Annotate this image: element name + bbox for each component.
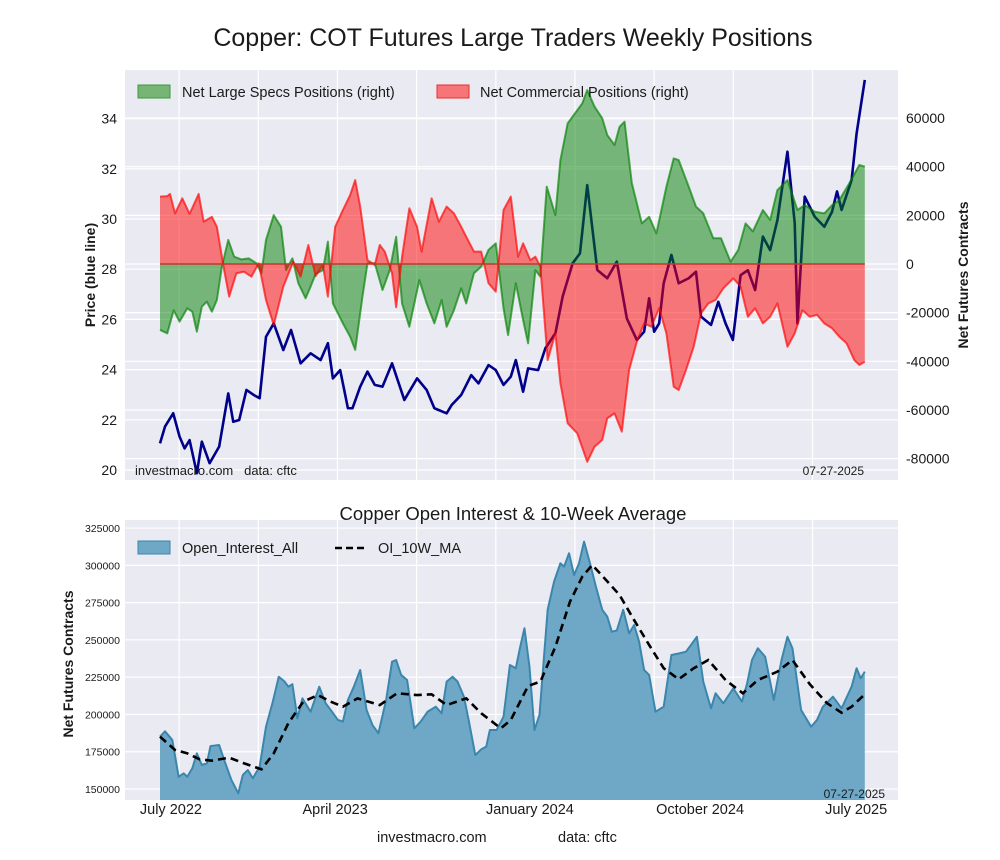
open-interest-line bbox=[159, 540, 866, 795]
y-tick-label: 250000 bbox=[85, 635, 120, 647]
open-interest-area bbox=[160, 541, 865, 800]
legend-swatch-specs bbox=[137, 84, 171, 99]
y-tick-label: 150000 bbox=[85, 784, 120, 796]
right-tick-label: -20000 bbox=[906, 305, 950, 321]
bottom-date-label: 07-27-2025 bbox=[824, 787, 886, 801]
footer-site: investmacro.com bbox=[377, 830, 487, 846]
left-tick-label: 28 bbox=[101, 261, 117, 277]
net-commercial-area bbox=[160, 180, 865, 462]
legend-swatch-oi bbox=[137, 540, 171, 555]
legend-label-oi: Open_Interest_All bbox=[182, 541, 298, 557]
legend-label-commercial: Net Commercial Positions (right) bbox=[480, 85, 689, 101]
right-tick-label: 20000 bbox=[906, 207, 945, 223]
footer-source: data: cftc bbox=[558, 830, 617, 846]
top-right-axis-label: Net Futures Contracts bbox=[955, 201, 971, 348]
y-tick-label: 325000 bbox=[85, 523, 120, 535]
main-title: Copper: COT Futures Large Traders Weekly… bbox=[213, 24, 812, 52]
left-tick-label: 20 bbox=[101, 462, 117, 478]
right-tick-label: 0 bbox=[906, 256, 914, 272]
left-tick-label: 34 bbox=[101, 111, 117, 127]
open-interest-plot: 150000 175000 200000 225000 250000 275000 3000… bbox=[85, 520, 898, 818]
right-tick-label: -60000 bbox=[906, 402, 950, 418]
left-tick-label: 30 bbox=[101, 211, 117, 227]
positions-plot: 20 22 24 26 28 30 32 34 -80000 -60000 -40000 -20000… bbox=[101, 70, 950, 480]
oi-chart-title: Copper Open Interest & 10-Week Average bbox=[340, 503, 687, 524]
left-tick-label: 24 bbox=[101, 362, 117, 378]
top-watermark: investmacro.com data: cftc bbox=[135, 463, 297, 478]
y-tick-label: 300000 bbox=[85, 560, 120, 572]
x-tick-label: January 2024 bbox=[486, 802, 574, 818]
top-left-axis-label: Price (blue line) bbox=[82, 223, 98, 327]
bottom-axis-label: Net Futures Contracts bbox=[60, 590, 76, 737]
y-tick-label: 225000 bbox=[85, 672, 120, 684]
left-tick-label: 26 bbox=[101, 311, 117, 327]
top-date-label: 07-27-2025 bbox=[803, 464, 865, 478]
right-tick-label: 60000 bbox=[906, 110, 945, 126]
left-tick-label: 32 bbox=[101, 161, 117, 177]
y-tick-label: 175000 bbox=[85, 747, 120, 759]
net-specs-area bbox=[160, 90, 865, 350]
net-commercial-line bbox=[159, 179, 866, 463]
right-tick-label: 40000 bbox=[906, 159, 945, 175]
x-tick-label: April 2023 bbox=[303, 802, 368, 818]
y-tick-label: 200000 bbox=[85, 709, 120, 721]
right-tick-label: -80000 bbox=[906, 451, 950, 467]
right-tick-label: -40000 bbox=[906, 353, 950, 369]
oi-10w-ma-line bbox=[159, 563, 866, 771]
x-tick-label: July 2025 bbox=[825, 802, 887, 818]
y-tick-label: 275000 bbox=[85, 598, 120, 610]
legend-label-specs: Net Large Specs Positions (right) bbox=[182, 85, 395, 101]
left-tick-label: 22 bbox=[101, 412, 117, 428]
legend-label-ma: OI_10W_MA bbox=[378, 541, 461, 557]
x-tick-label: October 2024 bbox=[656, 802, 744, 818]
legend-swatch-commercial bbox=[436, 84, 470, 99]
x-tick-label: July 2022 bbox=[140, 802, 202, 818]
